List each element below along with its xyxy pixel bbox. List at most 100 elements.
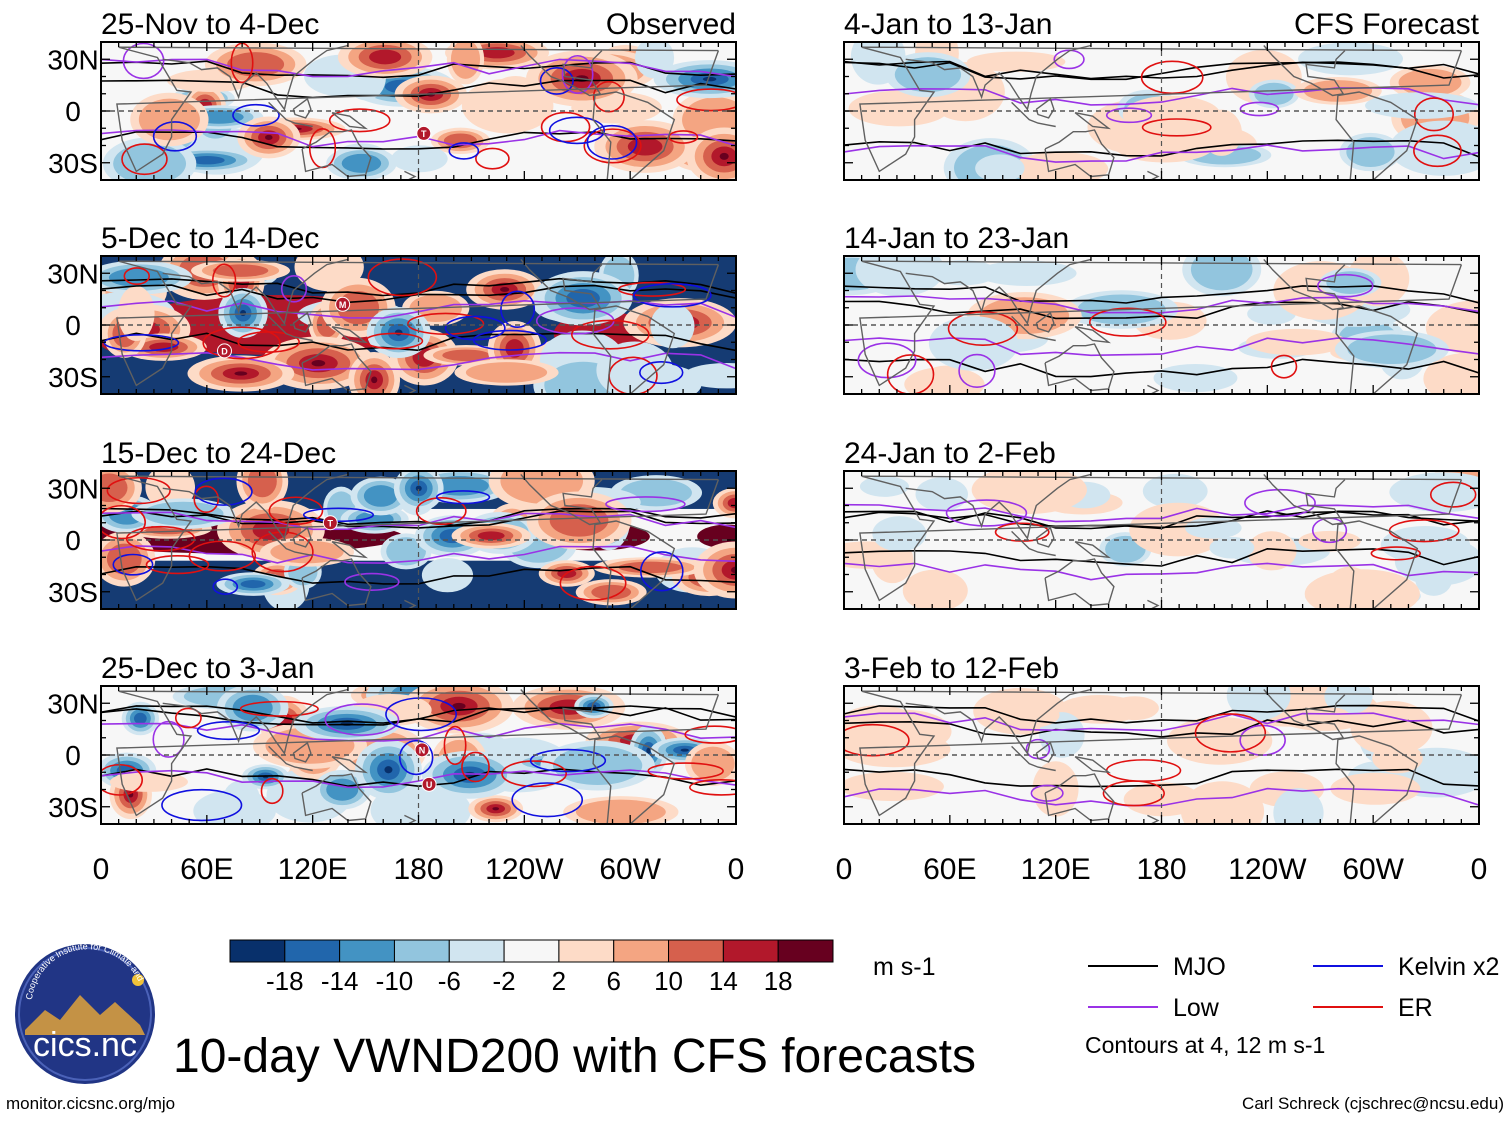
map-panel: 24-Jan to 2-Feb bbox=[843, 437, 1480, 610]
map-panel: N U 30N 0 30S 25-Dec to 3-Jan bbox=[47, 652, 737, 825]
colorbar: -18 -14 -10 -6 -2 2 6 10 14 18 bbox=[229, 939, 834, 996]
coastline bbox=[1074, 756, 1112, 774]
y-tick-label: 0 bbox=[65, 740, 81, 771]
colorbar-label: -18 bbox=[266, 966, 304, 996]
storm-letter: T bbox=[328, 518, 334, 528]
storm-marker: D bbox=[216, 343, 232, 359]
x-tick-label: 120W bbox=[1228, 853, 1307, 886]
coastline bbox=[1147, 170, 1160, 180]
y-tick-label: 0 bbox=[65, 310, 81, 341]
figure-title: 10-day VWND200 with CFS forecasts bbox=[173, 1030, 976, 1083]
storm-marker: T bbox=[416, 125, 432, 141]
coastline bbox=[162, 258, 349, 325]
coastline bbox=[1147, 599, 1160, 609]
colorbar-units: m s-1 bbox=[873, 953, 936, 981]
coastline bbox=[292, 741, 312, 763]
coastline bbox=[592, 305, 676, 394]
colorbar-swatch bbox=[229, 939, 286, 963]
coastline bbox=[404, 170, 417, 180]
coastline bbox=[301, 773, 372, 822]
panel-title: 25-Nov to 4-Dec bbox=[101, 8, 319, 41]
colorbar-swatch bbox=[777, 939, 834, 963]
coastline bbox=[1147, 814, 1160, 824]
coastline bbox=[520, 45, 603, 97]
coastline bbox=[404, 599, 417, 609]
coastline bbox=[292, 526, 312, 548]
coastline bbox=[1263, 473, 1346, 526]
colorbar-swatch bbox=[448, 939, 505, 963]
panel-title: 5-Dec to 14-Dec bbox=[101, 222, 319, 255]
colorbar-swatch bbox=[668, 939, 724, 963]
coastline bbox=[1044, 558, 1115, 607]
coastline bbox=[116, 475, 720, 602]
storm-marker: N bbox=[414, 742, 430, 758]
coastline bbox=[331, 112, 369, 130]
coastline bbox=[404, 814, 417, 824]
coastline bbox=[1035, 97, 1055, 119]
author-credit: Carl Schreck (cjschrec@ncsu.edu) bbox=[1242, 1094, 1504, 1113]
coastline bbox=[1011, 530, 1056, 557]
y-tick-label: 30S bbox=[48, 362, 98, 393]
coastline bbox=[520, 258, 603, 311]
y-tick-label: 30N bbox=[47, 258, 98, 289]
x-axis-labels: 0 60E 120E 180 120W 60W 0 0 60E 120E 180 120W 60W 0 bbox=[93, 853, 1488, 886]
coastline bbox=[331, 326, 369, 344]
coastline bbox=[301, 129, 372, 178]
coastline bbox=[859, 46, 1463, 173]
coastline bbox=[1335, 735, 1419, 824]
colorbar-label: -10 bbox=[376, 966, 414, 996]
coastline bbox=[268, 745, 313, 772]
column-header: CFS Forecast bbox=[1294, 8, 1480, 41]
coastline bbox=[116, 260, 720, 387]
coastline bbox=[1263, 258, 1346, 311]
coastline bbox=[1147, 384, 1160, 394]
coastline bbox=[404, 384, 417, 394]
storm-letter: T bbox=[421, 129, 427, 139]
coastline bbox=[1335, 520, 1419, 609]
legend-label: Low bbox=[1173, 994, 1220, 1022]
y-tick-label: 30S bbox=[48, 148, 98, 179]
coastline bbox=[520, 689, 603, 741]
colorbar-swatch bbox=[558, 939, 615, 963]
x-tick-label: 180 bbox=[393, 853, 443, 886]
coastline bbox=[905, 473, 1092, 540]
colorbar-label: -2 bbox=[493, 966, 516, 996]
colorbar-label: 2 bbox=[552, 966, 566, 996]
coastline bbox=[905, 44, 1092, 111]
coastline bbox=[520, 473, 603, 526]
coastline bbox=[1044, 129, 1115, 178]
coastline bbox=[1335, 91, 1419, 180]
legend: MJO Kelvin x2 Low ER bbox=[1088, 953, 1499, 1022]
colorbar-swatch bbox=[339, 939, 395, 963]
map-panel: 4-Jan to 13-Jan CFS Forecast bbox=[843, 8, 1480, 181]
coastline bbox=[1044, 343, 1115, 392]
y-tick-label: 0 bbox=[65, 525, 81, 556]
panel-title: 24-Jan to 2-Feb bbox=[844, 437, 1056, 470]
map-field bbox=[101, 256, 736, 394]
panel-title: 14-Jan to 23-Jan bbox=[844, 222, 1069, 255]
x-tick-label: 120E bbox=[278, 853, 348, 886]
colorbar-swatch bbox=[284, 939, 341, 963]
coastline bbox=[162, 688, 349, 755]
colorbar-swatch bbox=[722, 939, 779, 963]
x-tick-label: 60W bbox=[1342, 853, 1404, 886]
coastline bbox=[268, 530, 313, 557]
coastline bbox=[905, 258, 1092, 325]
x-tick-label: 0 bbox=[93, 853, 110, 886]
storm-marker: U bbox=[421, 776, 437, 792]
x-tick-label: 0 bbox=[1471, 853, 1488, 886]
panel-title: 3-Feb to 12-Feb bbox=[844, 652, 1059, 685]
colorbar-swatch bbox=[393, 939, 450, 963]
coastline bbox=[592, 735, 676, 824]
legend-label: Kelvin x2 bbox=[1398, 953, 1499, 981]
coastline bbox=[1035, 741, 1055, 763]
coastline bbox=[331, 756, 369, 774]
colorbar-label: 6 bbox=[606, 966, 620, 996]
x-tick-label: 0 bbox=[836, 853, 853, 886]
map-panel: M D 30N 0 30S 5-Dec to 14-Dec bbox=[47, 222, 737, 395]
coastline bbox=[859, 690, 1463, 817]
colorbar-label: 18 bbox=[764, 966, 793, 996]
coastline bbox=[268, 315, 313, 342]
storm-letter: M bbox=[339, 300, 347, 310]
panel-title: 4-Jan to 13-Jan bbox=[844, 8, 1052, 41]
